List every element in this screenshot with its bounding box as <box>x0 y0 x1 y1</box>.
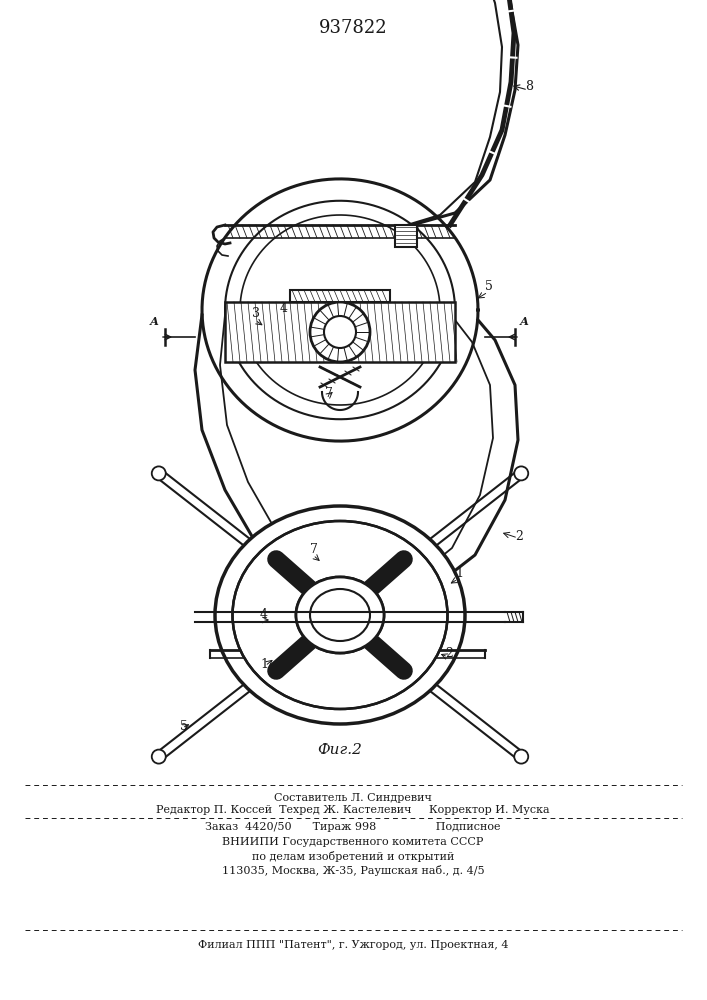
Circle shape <box>152 750 165 764</box>
Text: 4: 4 <box>260 608 268 621</box>
Circle shape <box>514 750 528 764</box>
Text: 5: 5 <box>485 280 493 293</box>
Text: 113035, Москва, Ж-35, Раушская наб., д. 4/5: 113035, Москва, Ж-35, Раушская наб., д. … <box>222 864 484 876</box>
Text: А: А <box>150 316 159 327</box>
Text: А-А: А-А <box>323 692 357 708</box>
Text: 2: 2 <box>515 530 523 543</box>
Circle shape <box>514 466 528 480</box>
Bar <box>395 225 417 247</box>
Text: Заказ  4420/50      Тираж 998                 Подписное: Заказ 4420/50 Тираж 998 Подписное <box>205 822 501 832</box>
Circle shape <box>152 466 165 480</box>
Text: 7: 7 <box>310 543 318 556</box>
Bar <box>225 302 455 362</box>
Text: Редактор П. Коссей  Техред Ж. Кастелевич     Корректор И. Муска: Редактор П. Коссей Техред Ж. Кастелевич … <box>156 805 550 815</box>
Ellipse shape <box>310 589 370 641</box>
Text: 1: 1 <box>260 658 268 671</box>
Text: Составитель Л. Синдревич: Составитель Л. Синдревич <box>274 793 432 803</box>
Bar <box>290 290 390 302</box>
Text: 5: 5 <box>180 720 188 733</box>
Text: 7: 7 <box>325 387 333 400</box>
Text: ВНИИПИ Государственного комитета СССР: ВНИИПИ Государственного комитета СССР <box>222 837 484 847</box>
Text: А: А <box>520 316 529 327</box>
Text: 4: 4 <box>280 302 288 315</box>
Circle shape <box>324 316 356 348</box>
Text: 1: 1 <box>455 567 463 580</box>
Text: 8: 8 <box>525 80 533 93</box>
Circle shape <box>310 302 370 362</box>
Text: Филиал ППП "Патент", г. Ужгород, ул. Проектная, 4: Филиал ППП "Патент", г. Ужгород, ул. Про… <box>198 940 508 950</box>
Text: по делам изобретений и открытий: по делам изобретений и открытий <box>252 850 454 861</box>
Text: 937822: 937822 <box>319 19 387 37</box>
Text: Фиг.1: Фиг.1 <box>317 673 363 687</box>
Text: 2: 2 <box>445 647 453 660</box>
Text: 3: 3 <box>252 307 260 320</box>
Ellipse shape <box>296 577 384 653</box>
Ellipse shape <box>310 589 370 641</box>
Ellipse shape <box>215 506 465 724</box>
Ellipse shape <box>233 521 448 709</box>
Ellipse shape <box>296 577 384 653</box>
Text: Фиг.2: Фиг.2 <box>317 743 363 757</box>
